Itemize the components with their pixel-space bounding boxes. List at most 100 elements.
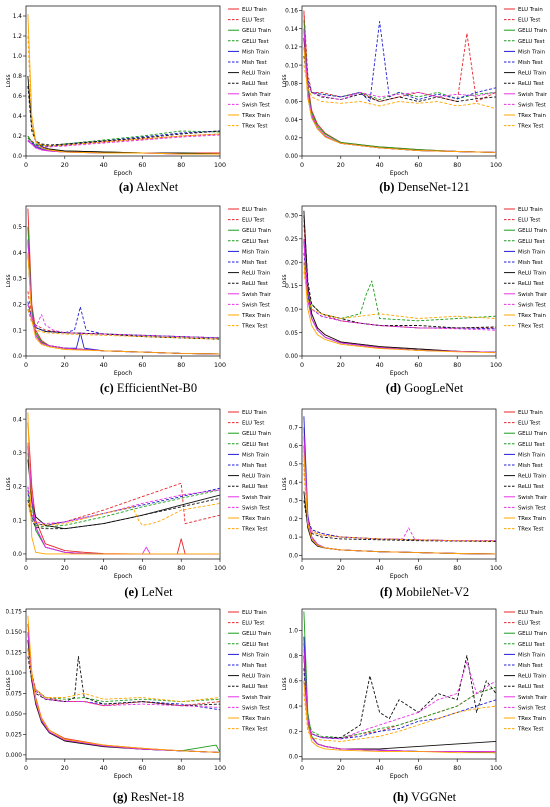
series-line-elu-train [27, 623, 220, 753]
y-tick-label: 0.6 [289, 444, 299, 450]
x-tick-label: 80 [177, 565, 185, 572]
x-tick-label: 80 [453, 565, 461, 572]
series-line-elu-train [303, 215, 496, 353]
y-axis-label: Loss [6, 677, 12, 690]
caption-name: AlexNet [133, 180, 179, 194]
y-tick-label: 0.0 [13, 354, 23, 360]
y-tick-label: 0.3 [289, 499, 299, 505]
series-line-gelu-test [27, 648, 220, 703]
legend-entry: GELU Train [242, 228, 271, 234]
y-tick-label: 0.8 [289, 654, 299, 660]
x-tick-label: 100 [490, 162, 502, 169]
y-tick-label: 0.4 [13, 251, 23, 257]
x-tick-label: 80 [453, 362, 461, 369]
x-tick-label: 60 [414, 162, 422, 169]
panel-caption: (c) EfficientNet-B0 [46, 381, 251, 396]
series-group [27, 412, 220, 555]
plot-frame [25, 608, 221, 760]
y-tick-label: 0.25 [285, 237, 298, 243]
caption-label: (g) [112, 790, 128, 804]
legend-entry: TRex Test [241, 124, 268, 130]
x-axis-label: Epoch [114, 773, 133, 780]
panel-caption: (b) DenseNet-121 [322, 180, 527, 195]
chart-svg: 0 20 40 60 80 100 0.0 0.2 0.4 0.6 0.8 1.0 Epoch Loss E… [281, 608, 548, 780]
series-line-swish-test [303, 661, 496, 740]
y-axis-label: Loss [6, 74, 12, 87]
legend-entry: Mish Train [518, 249, 545, 255]
series-line-relu-test [27, 656, 220, 707]
x-tick-label: 60 [138, 565, 146, 572]
legend-entry: TRex Train [241, 516, 270, 522]
y-tick-label: 0.150 [6, 630, 22, 636]
legend-entry: ReLU Test [518, 684, 544, 690]
chart-panel-f: 0 20 40 60 80 100 0.0 0.1 0.2 0.3 0.4 0.5 0.6 0.7 Epoc… [281, 405, 548, 585]
chart-svg: 0 20 40 60 80 100 0.0 0.1 0.2 0.3 0.4 0.5 Epoch Loss E… [5, 205, 272, 377]
chart-svg: 0 20 40 60 80 100 0.00 0.02 0.04 0.06 0.08 0.10 0.12… [281, 5, 548, 177]
legend: ELU Train ELU Test GELU Train GELU Test Mish… [228, 207, 272, 330]
y-tick-label: 0.06 [285, 100, 298, 106]
chart-svg: 0 20 40 60 80 100 0.0 0.1 0.2 0.3 0.4 Epoch Loss ELU … [5, 408, 272, 580]
x-tick-label: 0 [300, 362, 304, 369]
series-line-elu-test [303, 668, 496, 740]
legend: ELU Train ELU Test GELU Train GELU Test Mish… [228, 7, 272, 130]
caption-name: VGGNet [408, 790, 457, 804]
y-tick-label: 0.10 [285, 307, 298, 313]
series-line-swish-test [303, 46, 496, 101]
legend-entry: ReLU Test [518, 484, 544, 490]
x-tick-label: 40 [376, 162, 384, 169]
chart-svg: 0 20 40 60 80 100 0.0 0.1 0.2 0.3 0.4 0.5 0.6 0.7 Epoc… [281, 408, 548, 580]
chart-svg: 0 20 40 60 80 100 0.0 0.2 0.4 0.6 0.8 1.0 1.2 1.4 Epoc… [5, 5, 272, 177]
y-tick-label: 0.3 [13, 277, 23, 283]
legend-entry: Mish Test [242, 463, 267, 469]
caption-name: ResNet-18 [127, 790, 185, 804]
legend-entry: GELU Test [242, 642, 269, 648]
legend-entry: Mish Train [242, 49, 269, 55]
series-group [303, 210, 496, 354]
y-tick-label: 0.5 [289, 462, 299, 468]
legend-entry: ELU Train [242, 410, 267, 416]
legend-entry: Swish Train [518, 695, 547, 701]
series-line-elu-test [27, 482, 220, 526]
legend-entry: GELU Test [518, 442, 545, 448]
series-line-gelu-test [303, 463, 496, 542]
y-tick-label: 0.00 [285, 354, 298, 360]
legend-entry: GELU Train [518, 631, 547, 637]
series-line-relu-test [303, 55, 496, 102]
y-tick-label: 0.4 [13, 417, 23, 423]
y-tick-label: 0.05 [285, 331, 298, 337]
legend: ELU Train ELU Test GELU Train GELU Test Mish… [504, 7, 548, 130]
legend-entry: ReLU Train [242, 474, 270, 480]
x-tick-label: 20 [61, 162, 69, 169]
series-line-trex-train [303, 46, 496, 153]
y-tick-label: 0.175 [6, 610, 22, 616]
series-group [27, 13, 220, 155]
legend-entry: GELU Test [518, 239, 545, 245]
legend-entry: ReLU Test [242, 484, 268, 490]
y-axis-label: Loss [282, 477, 288, 490]
series-line-trex-test [303, 271, 496, 319]
y-tick-label: 0.2 [13, 134, 23, 140]
y-tick-label: 0.5 [13, 225, 23, 231]
legend-entry: ReLU Test [242, 281, 268, 287]
y-tick-label: 0.20 [285, 260, 298, 266]
legend-entry: TRex Train [517, 313, 546, 319]
x-tick-label: 60 [414, 765, 422, 772]
y-tick-label: 1.4 [13, 14, 23, 20]
y-tick-label: 0.4 [289, 704, 299, 710]
legend-entry: ReLU Train [518, 674, 546, 680]
x-tick-label: 100 [214, 765, 226, 772]
legend-entry: Swish Train [518, 292, 547, 298]
series-line-relu-test [303, 655, 496, 739]
legend-entry: ReLU Train [242, 674, 270, 680]
y-axis-label: Loss [6, 477, 12, 490]
series-group [303, 611, 496, 754]
x-tick-label: 60 [138, 362, 146, 369]
x-tick-label: 60 [138, 765, 146, 772]
legend-entry: ELU Test [242, 218, 264, 224]
series-line-mish-test [27, 487, 220, 526]
series-line-relu-test [27, 497, 220, 530]
legend-entry: Mish Train [242, 652, 269, 658]
legend-entry: ELU Test [518, 218, 540, 224]
legend-entry: ELU Train [242, 207, 267, 213]
y-tick-label: 1.2 [13, 34, 23, 40]
